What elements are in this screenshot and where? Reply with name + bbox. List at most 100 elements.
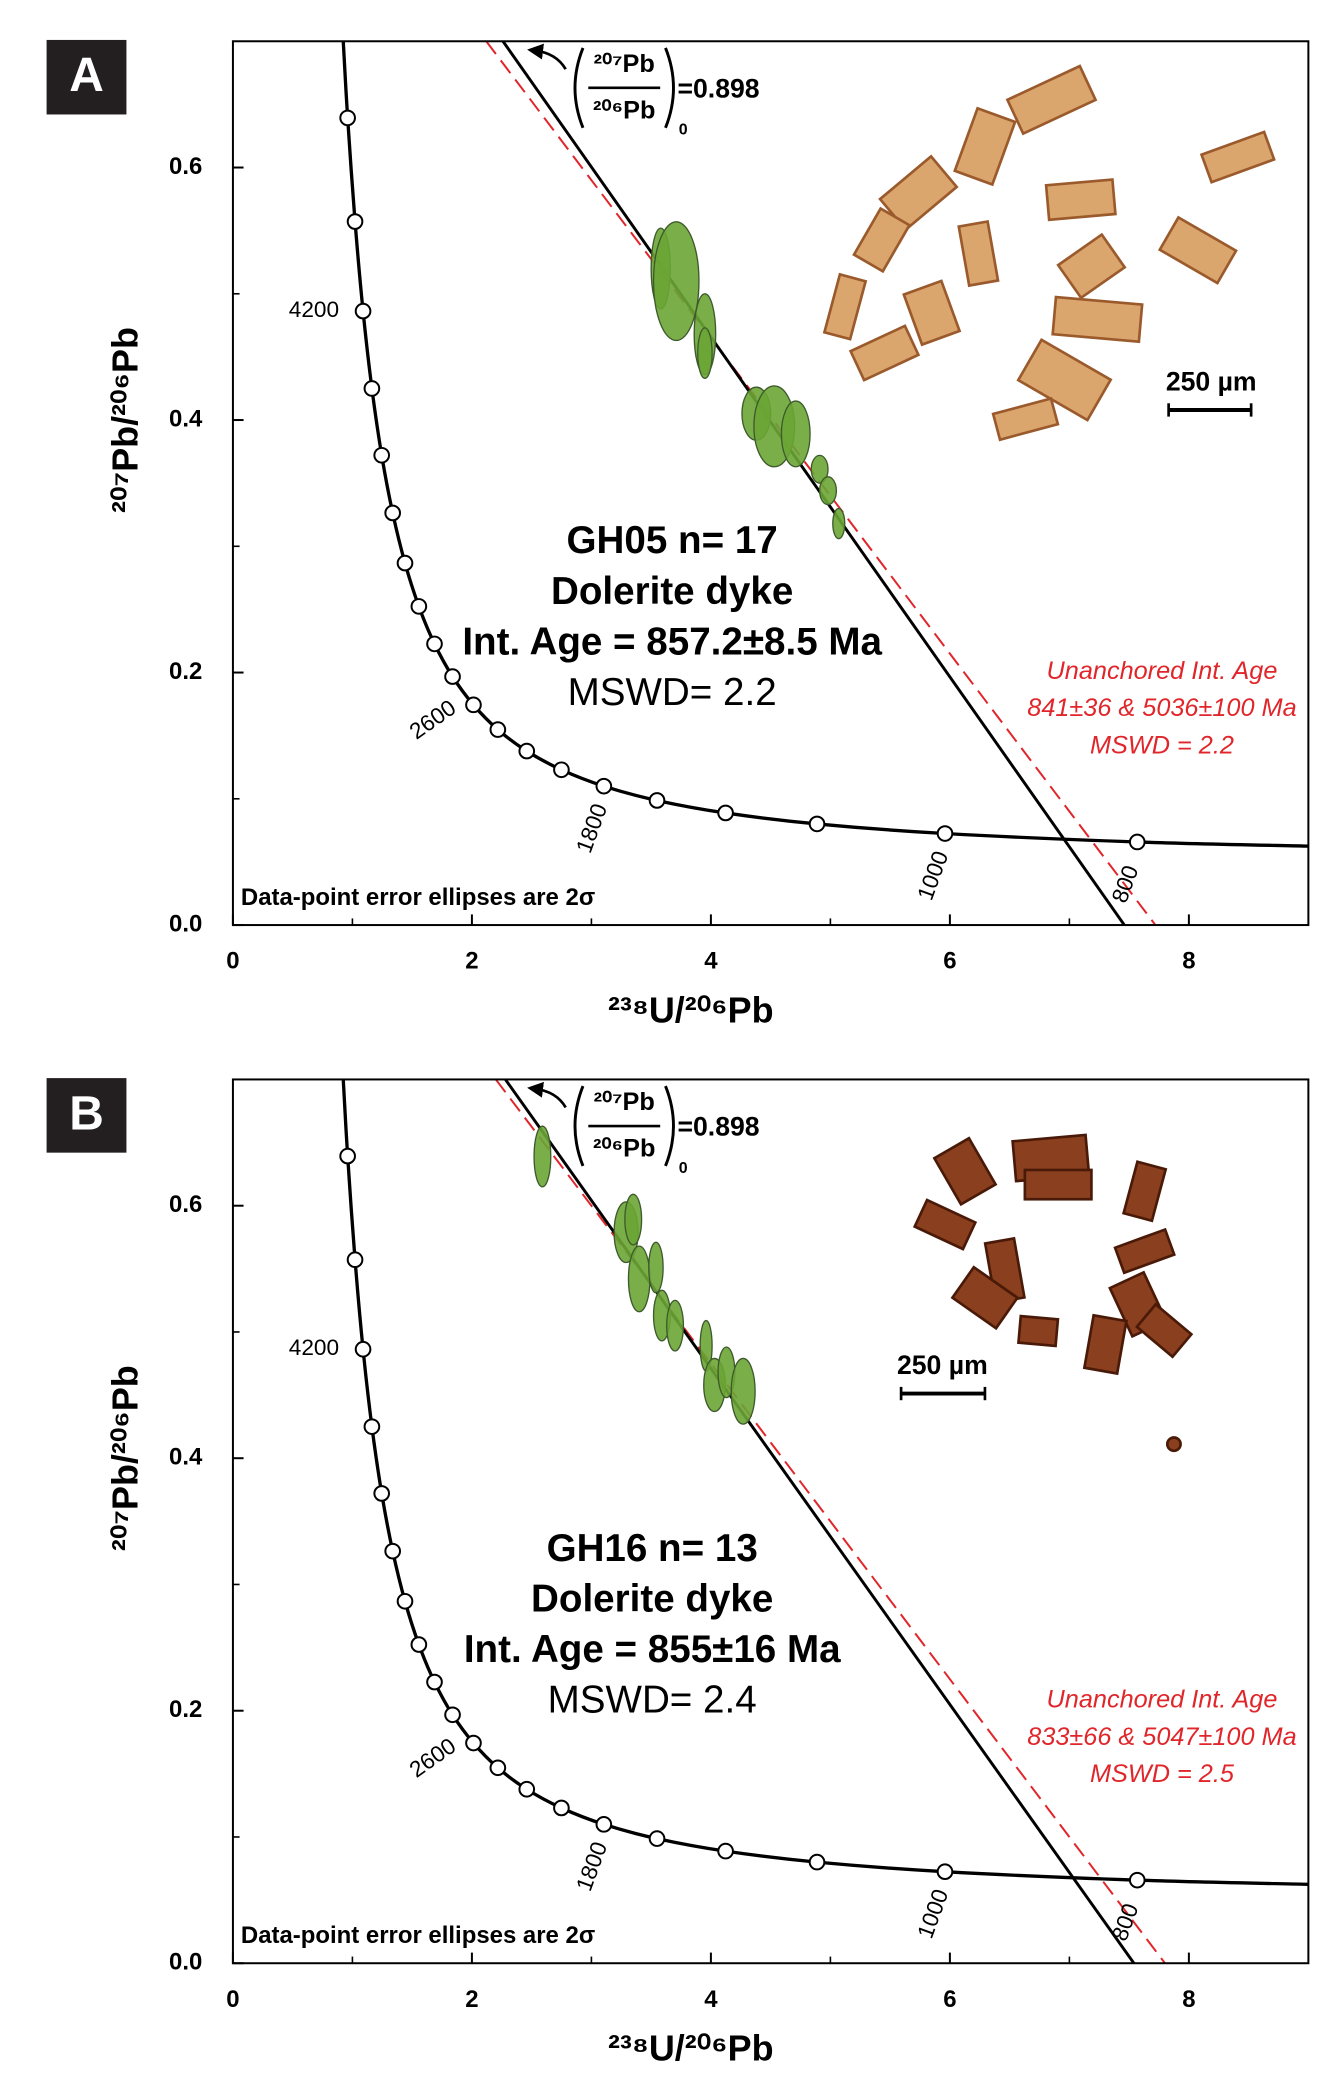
error-ellipse: [648, 1241, 664, 1294]
concordia-marker: [444, 668, 461, 685]
anchor-value: =0.898: [677, 1112, 759, 1142]
concordia-marker: [717, 804, 734, 822]
concordia-marker: [808, 815, 826, 833]
concordia-marker: [339, 1147, 356, 1165]
concordia-marker: [410, 1636, 428, 1653]
y-tick-label: 0.4: [169, 1444, 203, 1471]
concordia-marker: [346, 1251, 364, 1269]
age-label: 2600: [405, 695, 461, 744]
sample-annotation: Dolerite dyke: [531, 1577, 773, 1620]
error-ellipse: [666, 1299, 685, 1352]
error-ellipse: [697, 327, 713, 380]
anchor-denominator: ²⁰⁶Pb: [593, 1135, 655, 1163]
age-label: 1800: [571, 1839, 612, 1895]
zircon-photo: [822, 64, 1276, 442]
sample-annotation: MSWD= 2.2: [568, 671, 777, 714]
anchor-numerator: ²⁰⁷Pb: [594, 1088, 655, 1116]
concordia-marker: [595, 777, 613, 795]
discordia-line: [501, 41, 1126, 926]
x-tick-label: 6: [943, 1986, 956, 2013]
concordia-marker: [1128, 833, 1146, 851]
scale-bar-label: 250 µm: [897, 1350, 988, 1380]
sample-annotation: Int. Age = 857.2±8.5 Ma: [462, 620, 882, 663]
sample-annotation: MSWD= 2.4: [548, 1679, 757, 1722]
unanchored-annotation: Unanchored Int. Age: [1047, 1686, 1278, 1714]
concordia-marker: [339, 109, 356, 127]
error-ellipse: [627, 1245, 651, 1313]
error-ellipse: [780, 400, 811, 468]
concordia-marker: [808, 1853, 826, 1871]
plot-frame: [231, 40, 1310, 927]
x-axis-label: ²³⁸U/²⁰⁶Pb: [608, 989, 774, 1030]
error-ellipse: [533, 1125, 552, 1188]
age-label: 1000: [913, 848, 954, 904]
bracket-left: [573, 47, 585, 129]
x-tick-label: 6: [943, 948, 956, 975]
error-ellipse: [818, 476, 838, 506]
anchor-arrow: [527, 43, 567, 70]
concordia-marker: [648, 792, 666, 809]
x-tick-label: 4: [704, 948, 718, 975]
zircon-photo: [912, 1133, 1194, 1453]
bracket-left: [573, 1085, 585, 1167]
concordia-marker: [936, 1863, 954, 1881]
concordia-marker: [444, 1706, 461, 1724]
panel: A 0 2 4 6 8 0.0 0.2 0.4 0.6 ²³⁸U/²⁰⁶Pb ²⁰⁷Pb/²⁰⁶Pb 8…: [46, 39, 1310, 1030]
unanchored-annotation: MSWD = 2.5: [1090, 1760, 1235, 1788]
concordia-marker: [384, 1542, 402, 1560]
concordia-marker: [363, 1418, 381, 1435]
anchor-denominator: ²⁰⁶Pb: [593, 96, 655, 124]
y-tick-label: 0.0: [169, 910, 202, 937]
error-ellipse: [730, 1357, 756, 1425]
anchor-arrow: [527, 1081, 567, 1109]
panel-label-box: [46, 1078, 127, 1153]
error-ellipse: [832, 507, 846, 540]
age-label: 1800: [571, 800, 612, 856]
y-tick-label: 0.6: [169, 153, 202, 180]
discordia-line: [504, 1079, 1136, 1964]
anchor-numerator: ²⁰⁷Pb: [594, 50, 655, 78]
sample-annotation: GH05 n= 17: [567, 519, 778, 562]
concordia-marker: [465, 696, 482, 714]
anchor-value: =0.898: [677, 74, 759, 104]
concordia-marker: [363, 380, 381, 397]
concordia-marker: [426, 635, 443, 653]
x-tick-label: 2: [465, 948, 478, 975]
concordia-marker: [373, 446, 391, 464]
x-tick-label: 8: [1182, 1986, 1195, 2013]
sample-annotation: Int. Age = 855±16 Ma: [464, 1628, 841, 1671]
panel: B 0 2 4 6 8 0.0 0.2 0.4 0.6 ²³⁸U/²⁰⁶Pb ²⁰⁷Pb/²⁰⁶Pb 8…: [46, 1078, 1310, 2069]
panel-label: A: [69, 49, 104, 102]
footnote: Data-point error ellipses are 2σ: [241, 1922, 595, 1949]
error-ellipse: [624, 1193, 643, 1246]
y-tick-label: 0.0: [169, 1949, 202, 1976]
concordia-marker: [373, 1485, 391, 1502]
age-label: 2600: [405, 1733, 461, 1782]
concordia-marker: [717, 1842, 734, 1860]
concordia-marker: [518, 742, 536, 760]
concordia-marker: [595, 1816, 613, 1833]
unanchored-annotation: 833±66 & 5047±100 Ma: [1027, 1723, 1296, 1751]
age-label: 4200: [289, 297, 339, 322]
error-ellipse: [652, 221, 700, 342]
y-tick-label: 0.4: [169, 405, 203, 432]
panel-label: B: [69, 1087, 104, 1140]
y-axis-label: ²⁰⁷Pb/²⁰⁶Pb: [104, 327, 145, 513]
y-tick-label: 0.2: [169, 658, 202, 685]
x-tick-label: 2: [465, 1986, 478, 2013]
unanchored-line: [495, 1079, 1166, 1964]
concordia-marker: [518, 1780, 536, 1798]
concordia-marker: [384, 504, 402, 522]
y-axis-label: ²⁰⁷Pb/²⁰⁶Pb: [104, 1365, 145, 1551]
sample-annotation: Dolerite dyke: [551, 570, 793, 613]
anchor-subscript: 0: [679, 1160, 688, 1177]
concordia-marker: [426, 1673, 443, 1691]
concordia-marker: [346, 213, 364, 230]
x-tick-label: 0: [226, 948, 239, 975]
age-label: 4200: [289, 1335, 339, 1360]
x-axis-label: ²³⁸U/²⁰⁶Pb: [608, 2028, 774, 2069]
panel-label-box: [46, 39, 127, 115]
plot-frame: [231, 1078, 1310, 1965]
bracket-right: [664, 1085, 675, 1167]
unanchored-annotation: MSWD = 2.2: [1090, 731, 1234, 759]
